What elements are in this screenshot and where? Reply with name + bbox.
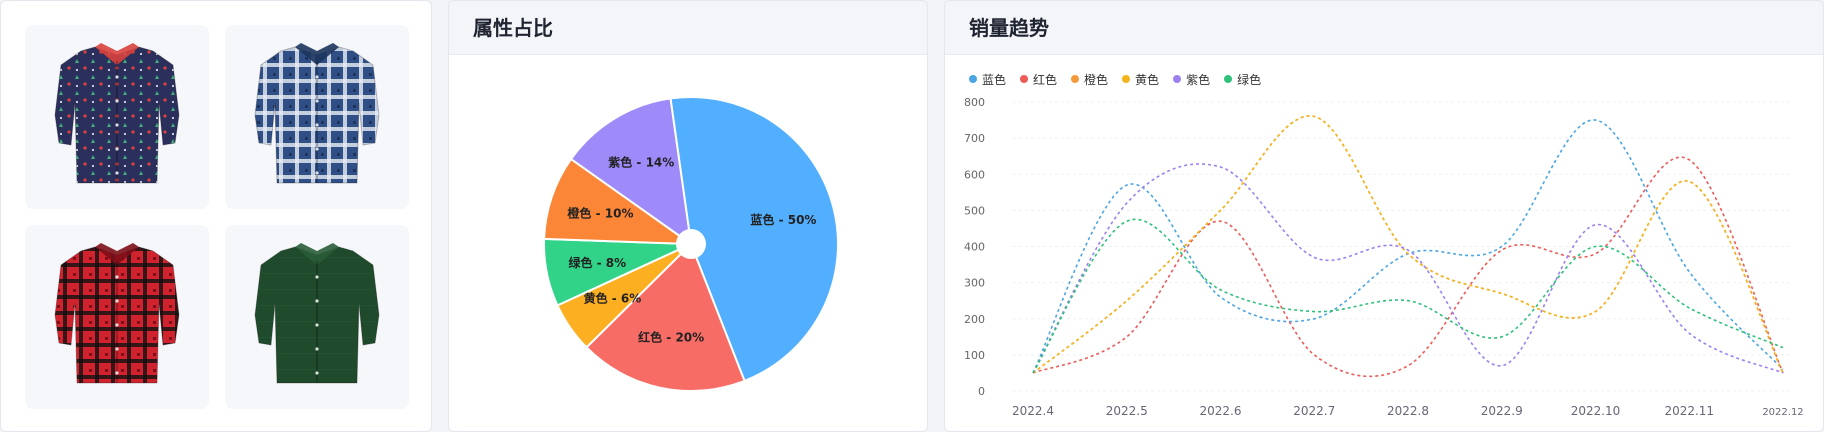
y-tick-label: 400 bbox=[964, 241, 985, 254]
legend-item-1[interactable]: 红色 bbox=[1020, 71, 1057, 87]
legend-label: 蓝色 bbox=[982, 72, 1007, 87]
pie-label-3: 绿色 - 8% bbox=[568, 255, 626, 270]
christmas-print-shirt-icon bbox=[54, 43, 180, 184]
pie-label-1: 红色 - 20% bbox=[638, 329, 704, 344]
legend-item-5[interactable]: 绿色 bbox=[1224, 71, 1261, 87]
legend-label: 黄色 bbox=[1135, 72, 1160, 87]
sales-trend-card: 销量趋势 蓝色 红色 橙色 黄色 紫色 绿色 0 100 200 300 400 500 600 700… bbox=[944, 0, 1824, 432]
pie-label-5: 紫色 - 14% bbox=[608, 154, 674, 169]
series-line-2[interactable] bbox=[1032, 115, 1784, 374]
attribute-pie-chart: 蓝色 - 50% 红色 - 20% 黄色 - 6% 绿色 - 8% 橙色 - 10% 紫色… bbox=[543, 96, 839, 392]
trend-legend: 蓝色 红色 橙色 黄色 紫色 绿色 bbox=[969, 71, 1261, 87]
legend-dot-icon bbox=[1122, 75, 1131, 83]
x-tick-label: 2022.8 bbox=[1387, 404, 1429, 418]
pie-label-2: 黄色 - 6% bbox=[584, 290, 642, 305]
y-tick-label: 800 bbox=[964, 96, 985, 109]
legend-label: 橙色 bbox=[1084, 72, 1109, 87]
product-thumb-3[interactable] bbox=[25, 225, 209, 409]
pie-center-hole bbox=[676, 229, 706, 259]
y-tick-label: 300 bbox=[964, 277, 985, 290]
red-plaid-shirt-icon bbox=[54, 243, 180, 384]
x-tick-label: 2022.7 bbox=[1293, 404, 1335, 418]
x-tick-label: 2022.5 bbox=[1106, 404, 1148, 418]
pie-slice-5[interactable] bbox=[569, 97, 693, 247]
x-tick-label: 2022.9 bbox=[1481, 404, 1523, 418]
product-thumb-2[interactable] bbox=[225, 25, 409, 209]
product-thumb-1[interactable] bbox=[25, 25, 209, 209]
y-tick-label: 200 bbox=[964, 313, 985, 326]
series-line-4[interactable] bbox=[1032, 163, 1784, 374]
legend-label: 红色 bbox=[1033, 72, 1058, 87]
pie-slice-1[interactable] bbox=[585, 242, 746, 392]
x-tick-label: 2022.11 bbox=[1664, 404, 1714, 418]
trend-card-title: 销量趋势 bbox=[945, 1, 1823, 55]
legend-dot-icon bbox=[1071, 75, 1080, 83]
series-line-3[interactable] bbox=[1032, 115, 1784, 374]
series-line-5[interactable] bbox=[1032, 218, 1784, 374]
pie-slice-4[interactable] bbox=[543, 157, 695, 246]
sales-line-chart: 0 100 200 300 400 500 600 700 800 2022.4 2022.5 202… bbox=[964, 96, 1804, 418]
legend-dot-icon bbox=[1173, 75, 1182, 83]
product-gallery bbox=[0, 0, 432, 432]
series-line-1[interactable] bbox=[1032, 156, 1784, 378]
y-tick-label: 700 bbox=[964, 132, 985, 145]
pie-label-4: 橙色 - 10% bbox=[567, 205, 633, 220]
legend-item-3[interactable]: 黄色 bbox=[1122, 71, 1159, 87]
pie-slice-0[interactable] bbox=[669, 96, 839, 383]
y-tick-label: 500 bbox=[964, 204, 985, 217]
legend-item-0[interactable]: 蓝色 bbox=[969, 71, 1006, 87]
legend-item-2[interactable]: 橙色 bbox=[1071, 71, 1108, 87]
product-thumb-4[interactable] bbox=[225, 225, 409, 409]
x-tick-label: 2022.10 bbox=[1571, 404, 1621, 418]
y-tick-label: 600 bbox=[964, 168, 985, 181]
x-tick-label: 2022.6 bbox=[1200, 404, 1242, 418]
legend-dot-icon bbox=[1020, 75, 1029, 83]
legend-dot-icon bbox=[969, 75, 977, 83]
legend-dot-icon bbox=[1224, 75, 1233, 83]
attribute-share-card: 属性占比 蓝色 - 50% 红色 - 20% 黄色 - 6% 绿色 - 8% 橙色 - … bbox=[448, 0, 928, 432]
pie-label-0: 蓝色 - 50% bbox=[750, 212, 816, 227]
green-dress-shirt-icon bbox=[254, 243, 380, 384]
y-tick-label: 100 bbox=[964, 349, 985, 362]
legend-label: 紫色 bbox=[1186, 72, 1211, 87]
pie-card-title: 属性占比 bbox=[449, 1, 927, 55]
legend-label: 绿色 bbox=[1237, 72, 1262, 87]
legend-item-4[interactable]: 紫色 bbox=[1173, 71, 1210, 87]
x-tick-label: 2022.4 bbox=[1012, 404, 1054, 418]
blue-plaid-shirt-icon bbox=[254, 43, 380, 184]
x-tick-label: 2022.12 bbox=[1762, 407, 1803, 418]
y-tick-label: 0 bbox=[978, 385, 985, 398]
